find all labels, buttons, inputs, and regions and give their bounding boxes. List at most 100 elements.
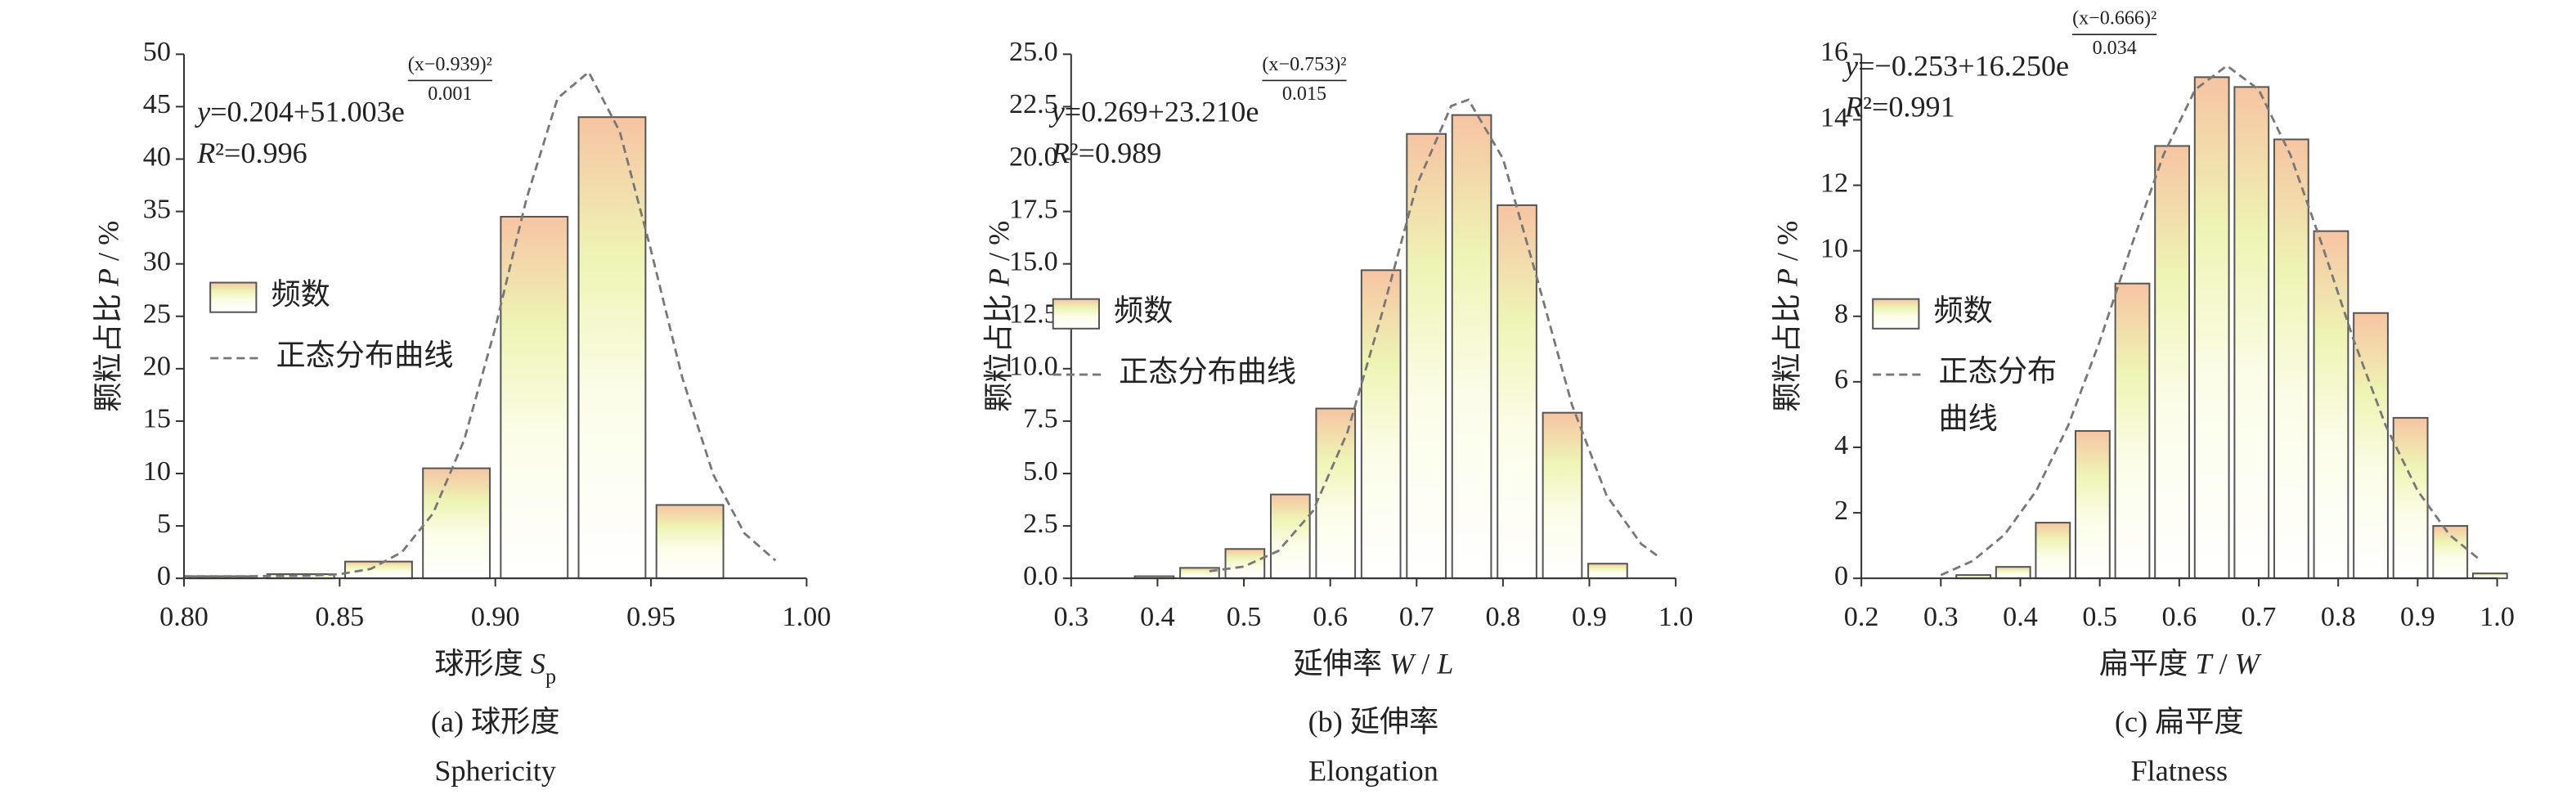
r-squared: R²=0.991: [1844, 91, 1955, 123]
legend-label: 频数: [1114, 294, 1173, 327]
x-tick-label: 1.0: [2480, 602, 2515, 632]
bar: [2154, 145, 2190, 580]
legend-swatch: [1052, 298, 1100, 330]
x-tick-label: 0.8: [2321, 602, 2356, 632]
bar: [2075, 429, 2111, 580]
legend-label: 频数: [271, 278, 330, 311]
bar: [1269, 493, 1311, 580]
bar: [2233, 86, 2270, 580]
exponent-denominator: 0.015: [1282, 83, 1326, 105]
x-axis-label: 扁平度 T / W: [2099, 648, 2262, 680]
bar: [2035, 522, 2071, 580]
y-tick-label: 10.0: [1009, 352, 1058, 382]
x-tick-label: 0.4: [2003, 602, 2038, 632]
x-tick-label: 0.6: [1313, 602, 1348, 632]
caption: (a) 球形度: [431, 705, 560, 738]
bar: [1497, 204, 1537, 580]
y-tick-label: 30: [143, 247, 171, 277]
y-tick-label: 5: [157, 509, 171, 539]
y-tick-label: 7.5: [1023, 404, 1058, 434]
bar: [1224, 548, 1266, 580]
y-tick-label: 8: [1834, 299, 1848, 330]
y-tick-label: 10: [1820, 233, 1848, 263]
text-part: /: [1414, 648, 1437, 680]
text-line: 正态分布: [1939, 355, 2058, 388]
text-part: W: [1389, 648, 1416, 680]
bar: [422, 467, 491, 580]
text-part: R: [196, 137, 215, 169]
x-tick-label: 0.5: [2082, 602, 2117, 632]
text-part: P: [983, 268, 1016, 287]
x-tick-label: 0.3: [1923, 602, 1959, 632]
y-tick-label: 17.5: [1009, 194, 1058, 224]
y-tick-label: 35: [143, 194, 171, 224]
x-tick-label: 0.85: [315, 602, 364, 632]
text-part: 扁平度: [2099, 648, 2196, 680]
text-part: y: [194, 96, 211, 128]
y-tick-label: 25.0: [1009, 37, 1058, 67]
y-tick-label: 14: [1820, 102, 1848, 132]
text-part: 颗粒占比: [983, 286, 1016, 412]
text-part: 延伸率: [1294, 648, 1390, 680]
bar: [1360, 269, 1402, 580]
text-part: /: [2212, 648, 2235, 680]
y-tick-label: 10: [143, 456, 171, 487]
y-tick-label: 22.5: [1009, 89, 1058, 119]
y-tick-label: 0.0: [1023, 561, 1058, 591]
r-squared: R²=0.996: [196, 137, 307, 169]
bar: [1451, 114, 1492, 580]
y-tick-label: 15.0: [1009, 247, 1058, 277]
x-tick-label: 0.2: [1844, 602, 1879, 632]
caption: (b) 延伸率: [1308, 705, 1439, 738]
caption: (c) 扁平度: [2115, 705, 2244, 738]
y-tick-label: 40: [143, 141, 171, 172]
exponent-denominator: 0.001: [428, 83, 472, 105]
text-line: 曲线: [1939, 402, 1998, 435]
bar: [1587, 563, 1628, 580]
y-tick-label: 20: [143, 352, 171, 382]
y-tick-label: 5.0: [1023, 456, 1058, 487]
text-part: =0.204+51.003e: [210, 96, 405, 128]
x-tick-label: 0.95: [626, 602, 675, 632]
exponent-denominator: 0.034: [2093, 38, 2137, 59]
legend-label: 正态分布曲线: [1939, 355, 2058, 435]
y-tick-label: 6: [1834, 365, 1848, 395]
text-part: / %: [92, 221, 125, 268]
legend-label: 正态分布曲线: [1119, 355, 1296, 388]
text-part: =−0.253+16.250e: [1858, 50, 2069, 83]
exponent-numerator: (x−0.666)²: [2072, 8, 2156, 29]
text-part: ²=0.991: [1863, 91, 1955, 123]
text-part: R: [1844, 91, 1863, 123]
text-part: L: [1436, 648, 1453, 680]
r-squared: R²=0.989: [1051, 137, 1162, 169]
text-part: p: [545, 665, 556, 689]
y-tick-label: 12: [1820, 168, 1848, 198]
bar: [344, 560, 413, 580]
fit-curve: [1940, 64, 2483, 577]
x-tick-label: 0.6: [2162, 602, 2197, 632]
y-tick-label: 45: [143, 89, 171, 119]
bar: [2273, 138, 2309, 580]
text-part: y: [1048, 96, 1066, 128]
caption: Flatness: [2131, 755, 2228, 788]
equation: y=−0.253+16.250e: [1842, 50, 2069, 83]
text-part: 颗粒占比: [1771, 286, 1804, 412]
bar: [577, 116, 647, 580]
y-tick-label: 0: [1834, 561, 1848, 591]
bar: [1995, 566, 2031, 580]
y-tick-label: 16: [1820, 37, 1848, 67]
x-tick-label: 0.4: [1140, 602, 1175, 632]
legend-swatch: [209, 281, 258, 313]
y-tick-label: 4: [1834, 430, 1848, 460]
x-tick-label: 0.9: [2400, 602, 2435, 632]
y-axis-label: 颗粒占比 P / %: [1771, 221, 1804, 412]
y-tick-label: 20.0: [1009, 141, 1058, 172]
text-part: 颗粒占比: [92, 286, 125, 412]
caption: Elongation: [1308, 755, 1438, 788]
equation: y=0.269+23.210e: [1048, 96, 1259, 128]
bar: [2313, 230, 2349, 580]
legend-label: 正态分布曲线: [276, 339, 454, 371]
equation: y=0.204+51.003e: [194, 96, 405, 128]
text-part: P: [92, 268, 125, 287]
